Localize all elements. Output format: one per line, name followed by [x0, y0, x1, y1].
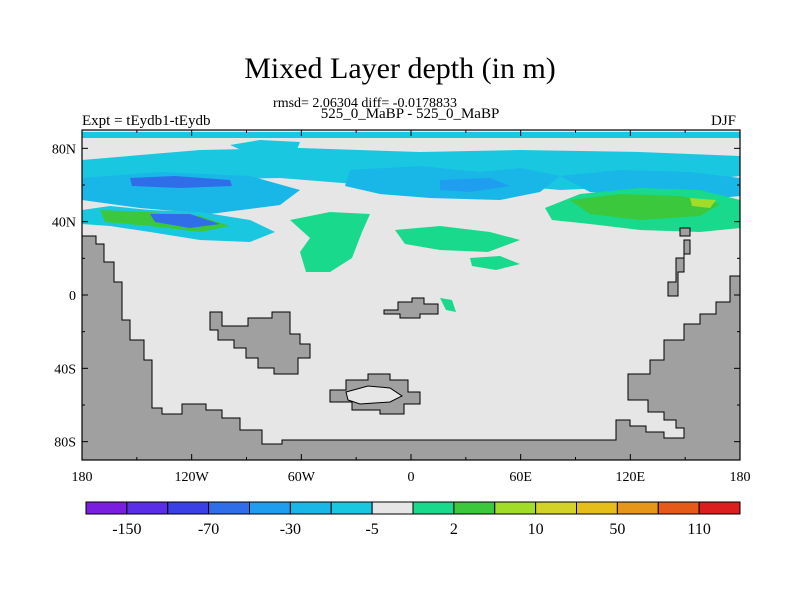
anomaly-patch [395, 226, 520, 252]
colorbar-label: 50 [609, 521, 625, 538]
colorbar-swatch [412, 501, 455, 515]
y-tick-label: 0 [69, 289, 76, 304]
x-tick-label: 60E [509, 470, 532, 485]
colorbar-label: 10 [528, 521, 544, 538]
colorbar-swatch [289, 501, 332, 515]
colorbar-swatch [249, 501, 291, 515]
colorbar-label: -150 [112, 521, 141, 538]
land-mass [81, 235, 741, 461]
colorbar-label: -5 [365, 521, 378, 538]
x-tick-label: 60W [288, 470, 316, 485]
colorbar-swatch [657, 501, 700, 515]
chart-title: Mixed Layer depth (in m) [244, 52, 556, 85]
colorbar-swatch [126, 501, 169, 515]
colorbar-label: -30 [280, 521, 301, 538]
colorbar-swatch [453, 501, 496, 515]
colorbar-swatch [85, 501, 128, 515]
colorbar-label: -70 [198, 521, 219, 538]
colorbar-swatch [535, 501, 577, 515]
x-tick-label: 180 [730, 470, 751, 485]
y-tick-label: 40S [54, 362, 76, 377]
land-mass [667, 239, 691, 297]
anomaly-patch [470, 256, 520, 270]
x-tick-label: 180 [72, 470, 93, 485]
colorbar-swatch [208, 501, 250, 515]
y-tick-label: 80S [54, 436, 76, 451]
land-mass [679, 227, 691, 237]
anomaly-patch [230, 140, 300, 154]
colorbar-swatch [616, 501, 659, 515]
colorbar-swatch [330, 501, 373, 515]
colorbar-swatch [167, 501, 210, 515]
y-tick-label: 40N [52, 216, 76, 231]
colorbar-swatch [698, 501, 741, 515]
colorbar-label: 2 [450, 521, 458, 538]
experiment-label: Expt = tEydb1-tEydb [82, 113, 211, 129]
ocean-lake [345, 385, 403, 405]
anomaly-patch [130, 176, 232, 188]
colorbar-label: 110 [687, 521, 710, 538]
colorbar-swatch [494, 501, 537, 515]
chart-subtitle: 525_0_MaBP - 525_0_MaBP [320, 106, 500, 122]
anomaly-patch [150, 214, 220, 228]
x-tick-label: 0 [408, 470, 415, 485]
anomaly-patch [690, 198, 716, 208]
season-label: DJF [711, 113, 737, 129]
y-tick-label: 80N [52, 142, 76, 157]
colorbar-swatch [576, 501, 618, 515]
x-tick-label: 120W [175, 470, 210, 485]
land-mass [209, 311, 311, 375]
anomaly-patch [440, 298, 456, 312]
colorbar-swatch [371, 501, 414, 515]
anomaly-patch [570, 194, 720, 220]
anomaly-patch [440, 178, 510, 192]
stats-line: rmsd= 2.06304 diff= -0.0178833 [273, 96, 457, 111]
land-mass [383, 297, 439, 319]
anomaly-patch [290, 212, 370, 272]
x-tick-label: 120E [616, 470, 646, 485]
